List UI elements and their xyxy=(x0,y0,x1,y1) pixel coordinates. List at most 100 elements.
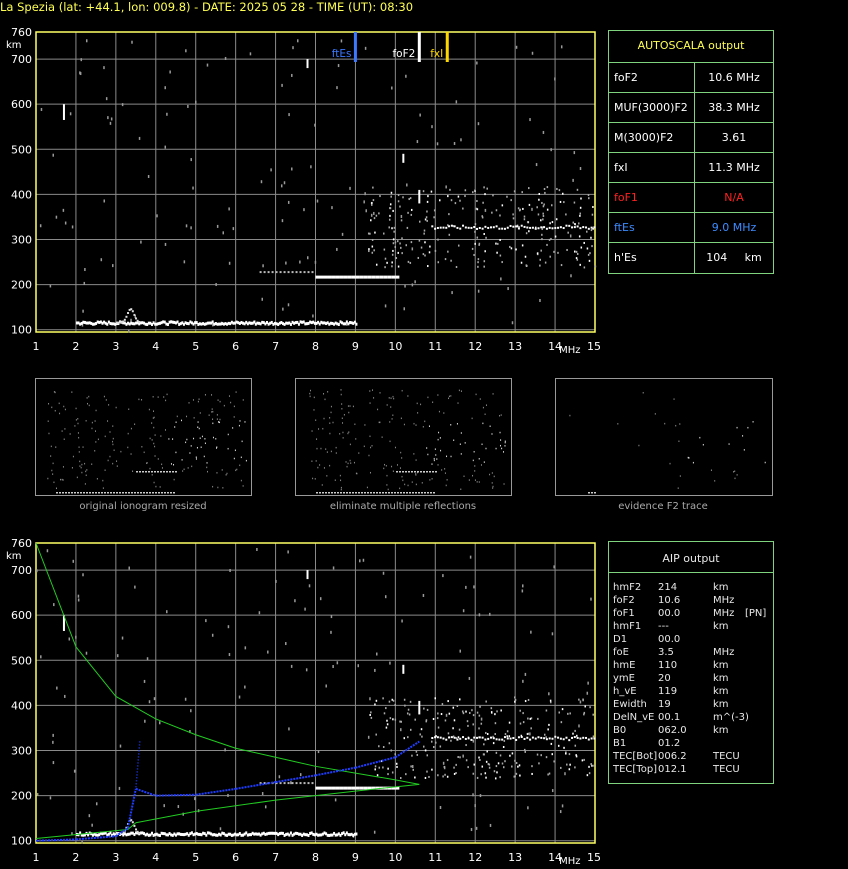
e-trace-point xyxy=(203,322,206,326)
thumb-dot xyxy=(431,478,433,480)
e-trace-point xyxy=(112,322,115,326)
thumb-trace-dot xyxy=(95,492,97,494)
f-cloud-point xyxy=(390,191,393,194)
e-trace-point xyxy=(186,832,189,836)
noise-dot xyxy=(169,70,171,74)
noise-dot xyxy=(285,261,287,265)
thumb-dot xyxy=(91,427,93,430)
e-trace-point xyxy=(111,833,114,837)
thumb-dot xyxy=(217,421,219,423)
f-cloud-point xyxy=(372,186,374,189)
thumb-dot xyxy=(499,414,501,417)
e-trace-point xyxy=(127,311,130,314)
thumb-dot xyxy=(143,451,145,454)
f-cloud-point xyxy=(409,700,412,703)
f-trace-point xyxy=(476,227,479,230)
e-trace-point xyxy=(176,832,179,836)
thumb-dot xyxy=(340,486,342,489)
thumb-dot xyxy=(392,470,394,472)
thumb-dot xyxy=(492,393,494,395)
f-trace-point xyxy=(473,736,476,739)
f-cloud-point xyxy=(525,232,528,235)
noise-dot xyxy=(553,565,555,569)
noise-dot xyxy=(52,740,54,744)
f-cloud-point xyxy=(569,712,571,715)
f-trace-point xyxy=(359,786,364,790)
f-trace-point xyxy=(323,275,328,279)
e-trace-point xyxy=(165,322,168,326)
thumb-dot xyxy=(677,487,679,489)
f-cloud-point xyxy=(426,708,429,711)
noise-dot xyxy=(147,175,150,179)
thumb-dot xyxy=(185,441,187,444)
f-trace-point xyxy=(593,226,596,229)
f-cloud-point xyxy=(449,188,451,191)
f-cloud-point xyxy=(374,768,376,771)
noise-dot xyxy=(340,39,343,43)
f-cloud-point xyxy=(510,247,513,250)
f-cloud-point xyxy=(418,239,421,242)
noise-dot xyxy=(156,214,158,218)
e-trace-point xyxy=(339,320,342,324)
e-trace-point xyxy=(317,833,320,837)
f-cloud-point xyxy=(519,722,522,725)
noise-dot xyxy=(527,806,529,810)
e-trace-point xyxy=(178,832,181,836)
autoscala-row: foF1 N/A xyxy=(609,182,773,213)
noise-dot xyxy=(416,140,419,144)
noise-dot xyxy=(374,668,376,672)
thumb-dot xyxy=(91,421,93,424)
thumb-trace-dot xyxy=(411,471,413,473)
thumb-dot xyxy=(413,422,415,425)
thumb-dot xyxy=(355,472,357,475)
true-height-profile-segment xyxy=(155,793,196,797)
y-axis-label: km xyxy=(6,551,22,562)
e-trace-point xyxy=(235,833,238,837)
thumb-dot xyxy=(79,465,81,467)
thumb-dot xyxy=(155,485,157,488)
f-trace-point xyxy=(387,786,392,790)
thumb-dot xyxy=(204,394,206,396)
noise-dot xyxy=(535,163,538,167)
e-trace-point xyxy=(146,322,149,326)
f-cloud-point xyxy=(473,189,476,192)
f-cloud-point xyxy=(536,206,538,209)
f-cloud-point xyxy=(583,266,586,269)
thumb-dot xyxy=(387,488,389,491)
noise-dot xyxy=(227,625,230,629)
aip-k: hmE xyxy=(613,660,636,671)
noise-dot xyxy=(227,793,229,797)
thumb-dot xyxy=(485,447,487,450)
f-cloud-point xyxy=(444,719,447,722)
f-cloud-point xyxy=(502,766,505,769)
bottom-aip-chart: 1 2 3 4 5 6 7 8 9 10 11 12 13 14 151002003004005006007… xyxy=(6,537,601,867)
thumb-dot xyxy=(318,428,320,430)
noise-dot xyxy=(314,123,316,127)
f-cloud-point xyxy=(472,723,474,726)
e-trace-point xyxy=(194,321,197,325)
f-cloud-point xyxy=(420,728,423,731)
e-trace-point xyxy=(250,321,253,325)
e-trace-point xyxy=(310,831,313,835)
f-cloud-point xyxy=(389,214,391,217)
e-trace-point xyxy=(305,833,308,837)
thumb-dot xyxy=(245,459,247,462)
e-trace-point xyxy=(136,831,139,835)
e-trace-point xyxy=(285,321,288,325)
f-trace-point xyxy=(442,737,445,740)
f-cloud-point xyxy=(405,773,407,776)
autoscala-key: h'Es xyxy=(614,251,637,264)
thumb-dot xyxy=(64,408,66,411)
f-trace-point xyxy=(562,738,565,741)
thumb-trace-dot xyxy=(98,492,100,494)
f-cloud-point xyxy=(392,718,394,721)
noise-dot xyxy=(164,86,166,90)
thumb-dot xyxy=(437,394,439,396)
true-height-profile-segment xyxy=(315,766,356,777)
x-tick-label: 14 xyxy=(548,851,562,864)
f-cloud-point xyxy=(425,719,428,722)
e-trace-point xyxy=(90,832,93,836)
noise-dot xyxy=(559,810,562,814)
f-cloud-point xyxy=(462,712,465,715)
f-cloud-point xyxy=(572,221,575,224)
